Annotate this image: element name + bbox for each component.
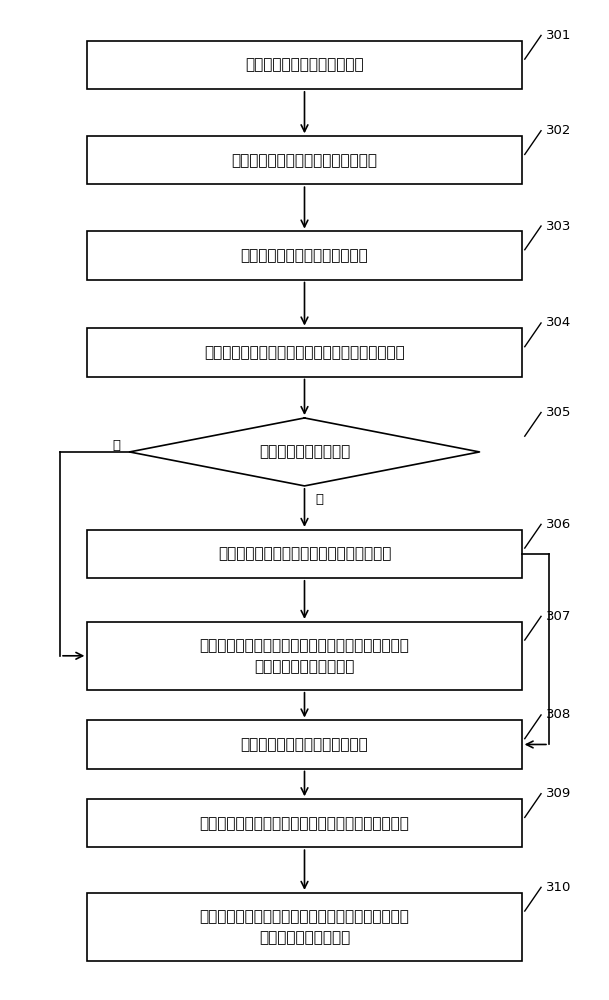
Text: 302: 302 bbox=[546, 124, 571, 137]
Text: 在未处于数字控制解析状态时，接收到数字控制信号: 在未处于数字控制解析状态时，接收到数字控制信号 bbox=[200, 816, 409, 831]
Text: 按照该模拟控制信号对自身进行控制: 按照该模拟控制信号对自身进行控制 bbox=[231, 153, 378, 168]
Bar bbox=[87, 41, 522, 89]
Polygon shape bbox=[130, 418, 479, 486]
Bar bbox=[87, 720, 522, 768]
Text: 308: 308 bbox=[546, 708, 571, 721]
Bar bbox=[87, 328, 522, 377]
Text: 在处于数字控制解析状态时，取消按照接收的该数字
控制信号对自身进行控制: 在处于数字控制解析状态时，取消按照接收的该数字 控制信号对自身进行控制 bbox=[200, 638, 409, 674]
Bar bbox=[87, 622, 522, 690]
Bar bbox=[87, 136, 522, 184]
Text: 305: 305 bbox=[546, 406, 571, 419]
Text: 310: 310 bbox=[546, 881, 571, 894]
Text: 303: 303 bbox=[546, 220, 571, 233]
Text: 304: 304 bbox=[546, 316, 571, 329]
Text: 在未处于数字控制解析状态时，按照接收的该数字控
制信号对自身进行控制: 在未处于数字控制解析状态时，按照接收的该数字控 制信号对自身进行控制 bbox=[200, 909, 409, 945]
Bar bbox=[87, 893, 522, 961]
Text: 否: 否 bbox=[113, 439, 121, 452]
Text: 控制自身退出数字控制屏蔽状态: 控制自身退出数字控制屏蔽状态 bbox=[241, 737, 368, 752]
Text: 306: 306 bbox=[546, 518, 571, 531]
Bar bbox=[87, 231, 522, 280]
Text: 是否为指定控制类型？: 是否为指定控制类型？ bbox=[259, 444, 350, 459]
Text: 是: 是 bbox=[315, 493, 323, 506]
Bar bbox=[87, 799, 522, 847]
Text: 在处于数字控制解析状态时，接收到数字控制信号: 在处于数字控制解析状态时，接收到数字控制信号 bbox=[204, 345, 405, 360]
Bar bbox=[87, 530, 522, 578]
Text: 控制自身进入数字控制解析状态: 控制自身进入数字控制解析状态 bbox=[241, 248, 368, 263]
Text: 307: 307 bbox=[546, 610, 571, 623]
Text: 301: 301 bbox=[546, 29, 571, 42]
Text: 按照接收的该数字控制信号对自身进行控制: 按照接收的该数字控制信号对自身进行控制 bbox=[218, 546, 391, 561]
Text: 摄像终端接收到模拟控制信号: 摄像终端接收到模拟控制信号 bbox=[245, 57, 364, 72]
Text: 309: 309 bbox=[546, 787, 571, 800]
